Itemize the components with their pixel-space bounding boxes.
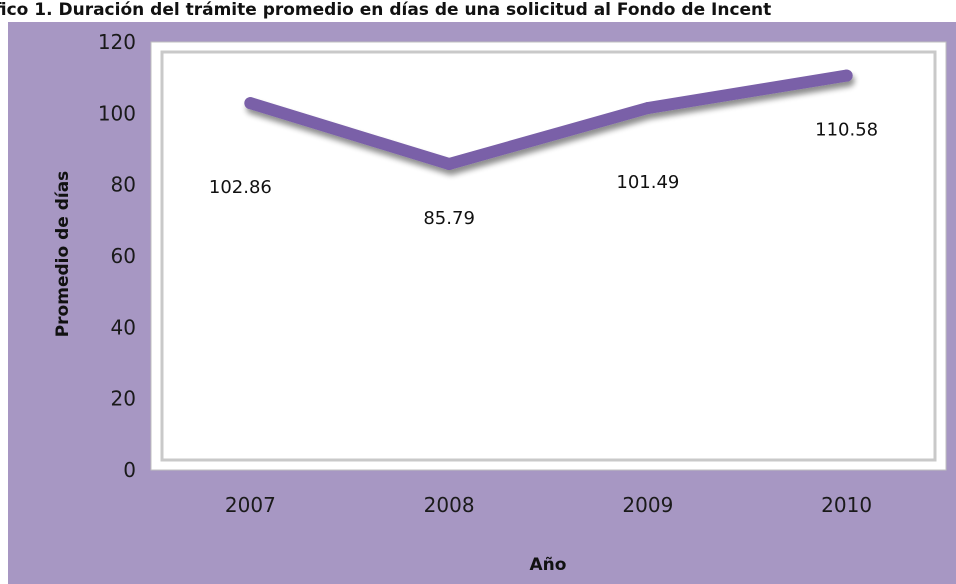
x-tick-label: 2009 <box>622 493 673 517</box>
x-tick-label: 2010 <box>821 493 872 517</box>
x-tick-label: 2008 <box>424 493 475 517</box>
line-chart: 0 20 40 60 80 100 120 2007 2008 2009 2010 102.86 8… <box>53 30 947 575</box>
y-tick-label: 40 <box>111 315 136 339</box>
y-tick-label: 60 <box>111 244 136 268</box>
y-tick-label: 20 <box>111 387 136 411</box>
series-line <box>244 69 853 171</box>
data-point <box>244 97 257 110</box>
y-tick-label: 80 <box>111 173 136 197</box>
x-tick-label: 2007 <box>225 493 276 517</box>
chart-title: fico 1. Duración del trámite promedio en… <box>0 0 772 20</box>
data-point <box>443 158 456 171</box>
x-axis-title: Año <box>530 555 567 575</box>
y-axis-title: Promedio de días <box>53 171 73 338</box>
y-tick-label: 120 <box>98 30 136 54</box>
data-label: 110.58 <box>815 120 878 141</box>
plot-area-inner-border <box>160 50 937 462</box>
data-point <box>641 102 654 115</box>
chart-frame: 0 20 40 60 80 100 120 2007 2008 2009 2010 102.86 8… <box>8 22 956 584</box>
y-tick-label: 100 <box>98 101 136 125</box>
data-label: 101.49 <box>616 172 679 193</box>
y-tick-label: 0 <box>123 458 136 482</box>
data-label: 85.79 <box>423 208 475 229</box>
data-point <box>840 69 853 82</box>
data-label: 102.86 <box>209 177 272 198</box>
